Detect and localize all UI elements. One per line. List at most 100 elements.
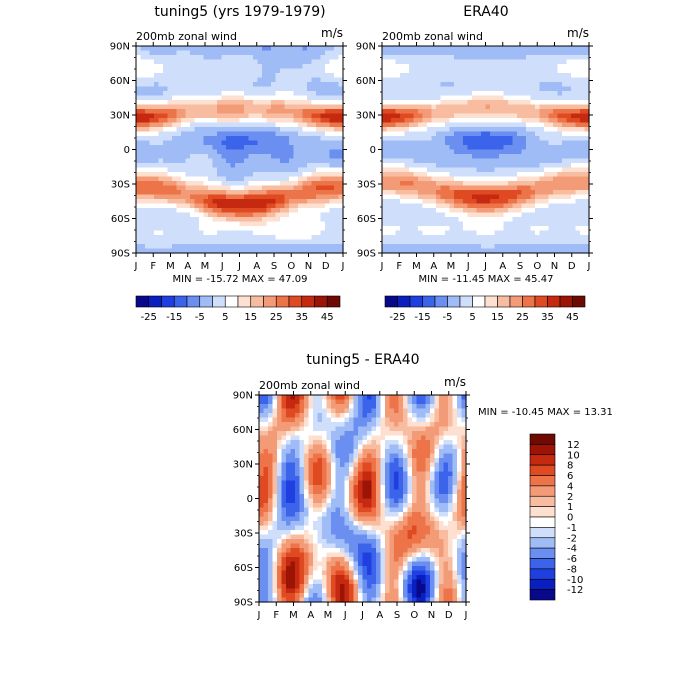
field-cell	[413, 82, 419, 88]
field-cell	[271, 77, 277, 83]
field-cell	[167, 145, 173, 151]
field-cell	[481, 46, 487, 52]
field-cell	[230, 181, 236, 187]
field-cell	[221, 46, 227, 52]
field-cell	[230, 217, 236, 223]
field-cell	[304, 435, 310, 441]
field-cell	[190, 149, 196, 155]
field-cell	[325, 172, 331, 178]
field-cell	[404, 181, 410, 187]
field-cell	[530, 109, 536, 115]
field-cell	[385, 426, 391, 432]
field-cell	[431, 127, 437, 133]
field-cell	[266, 104, 272, 110]
field-cell	[190, 77, 196, 83]
field-cell	[463, 154, 469, 160]
field-cell	[566, 239, 572, 245]
field-cell	[145, 140, 151, 146]
field-cell	[244, 46, 250, 52]
field-cell	[230, 73, 236, 79]
field-cell	[257, 244, 263, 250]
field-cell	[427, 145, 433, 151]
field-cell	[526, 158, 532, 164]
field-cell	[275, 77, 281, 83]
field-cell	[404, 127, 410, 133]
colorbar-label: 45	[566, 312, 579, 323]
field-cell	[508, 194, 514, 200]
field-cell	[136, 77, 142, 83]
x-tick-label: J	[134, 261, 138, 272]
field-cell	[217, 235, 223, 241]
field-cell	[413, 109, 419, 115]
field-cell	[521, 163, 527, 169]
field-cell	[284, 172, 290, 178]
field-cell	[194, 239, 200, 245]
field-cell	[418, 100, 424, 106]
field-cell	[325, 154, 331, 160]
field-cell	[467, 235, 473, 241]
field-cell	[490, 109, 496, 115]
field-cell	[275, 244, 281, 250]
field-cell	[194, 91, 200, 97]
field-cell	[539, 64, 545, 70]
field-cell	[322, 413, 328, 419]
field-cell	[421, 404, 427, 410]
field-cell	[262, 82, 268, 88]
field-cell	[302, 73, 308, 79]
field-cell	[416, 413, 422, 419]
field-cell	[476, 248, 482, 254]
field-cell	[382, 50, 388, 56]
field-cell	[145, 127, 151, 133]
field-cell	[562, 145, 568, 151]
field-cell	[454, 122, 460, 128]
field-cell	[412, 435, 418, 441]
field-cell	[286, 399, 292, 405]
field-cell	[427, 167, 433, 173]
field-cell	[443, 431, 449, 437]
field-cell	[316, 239, 322, 245]
field-cell	[307, 194, 313, 200]
field-cell	[248, 64, 254, 70]
field-cell	[575, 217, 581, 223]
field-cell	[467, 95, 473, 101]
field-cell	[454, 73, 460, 79]
field-cell	[317, 431, 323, 437]
field-cell	[259, 417, 265, 423]
field-cell	[544, 230, 550, 236]
field-cell	[544, 122, 550, 128]
field-cell	[190, 163, 196, 169]
field-cell	[226, 239, 232, 245]
field-cell	[413, 64, 419, 70]
field-cell	[185, 154, 191, 160]
field-cell	[413, 194, 419, 200]
field-cell	[140, 190, 146, 196]
field-cell	[422, 109, 428, 115]
field-cell	[517, 100, 523, 106]
field-cell	[485, 149, 491, 155]
field-cell	[289, 226, 295, 232]
field-cell	[307, 100, 313, 106]
field-cell	[413, 127, 419, 133]
field-cell	[458, 59, 464, 65]
field-cell	[391, 163, 397, 169]
field-cell	[454, 77, 460, 83]
field-cell	[311, 100, 317, 106]
field-cell	[440, 127, 446, 133]
field-cell	[512, 181, 518, 187]
field-cell	[154, 91, 160, 97]
field-cell	[230, 235, 236, 241]
field-cell	[181, 199, 187, 205]
field-cell	[307, 235, 313, 241]
field-cell	[266, 140, 272, 146]
field-cell	[544, 244, 550, 250]
field-cell	[481, 172, 487, 178]
field-cell	[307, 185, 313, 191]
field-cell	[440, 145, 446, 151]
field-cell	[145, 136, 151, 142]
field-cell	[571, 77, 577, 83]
field-cell	[293, 154, 299, 160]
field-cell	[163, 113, 169, 119]
field-cell	[562, 212, 568, 218]
field-cell	[539, 230, 545, 236]
